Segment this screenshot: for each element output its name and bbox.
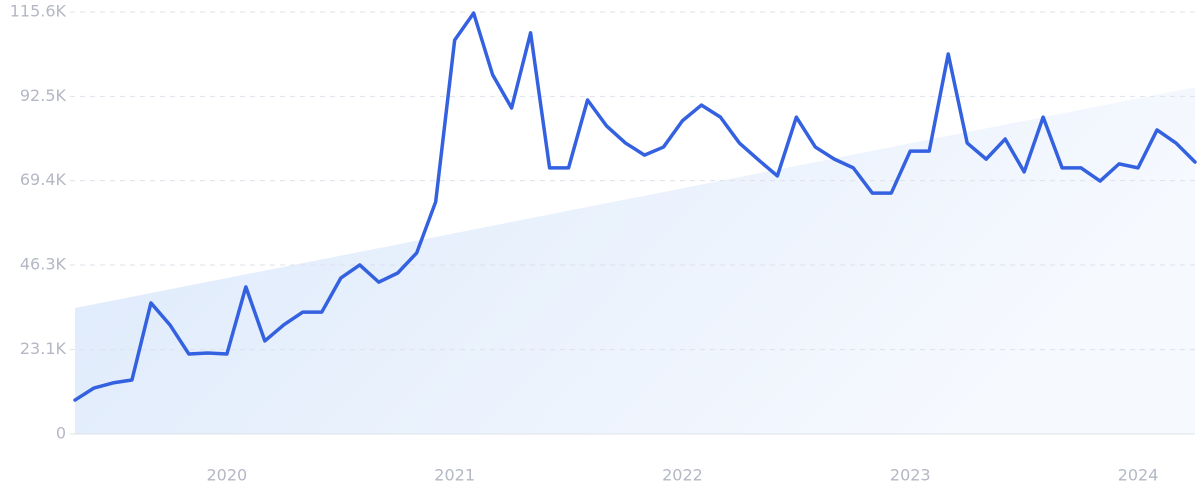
x-tick-label: 2023 (890, 466, 931, 485)
y-tick-label: 23.1K (20, 339, 67, 358)
trend-area (75, 87, 1195, 435)
x-tick-label: 2020 (207, 466, 248, 485)
y-tick-label: 115.6K (10, 2, 67, 21)
x-tick-label: 2021 (434, 466, 475, 485)
y-tick-label: 92.5K (20, 86, 67, 105)
y-tick-label: 69.4K (20, 170, 67, 189)
series-line (73, 11, 1197, 402)
y-tick-label: 0 (56, 424, 66, 443)
y-tick-label: 46.3K (20, 254, 67, 273)
x-tick-label: 2024 (1118, 466, 1159, 485)
x-tick-label: 2022 (662, 466, 703, 485)
